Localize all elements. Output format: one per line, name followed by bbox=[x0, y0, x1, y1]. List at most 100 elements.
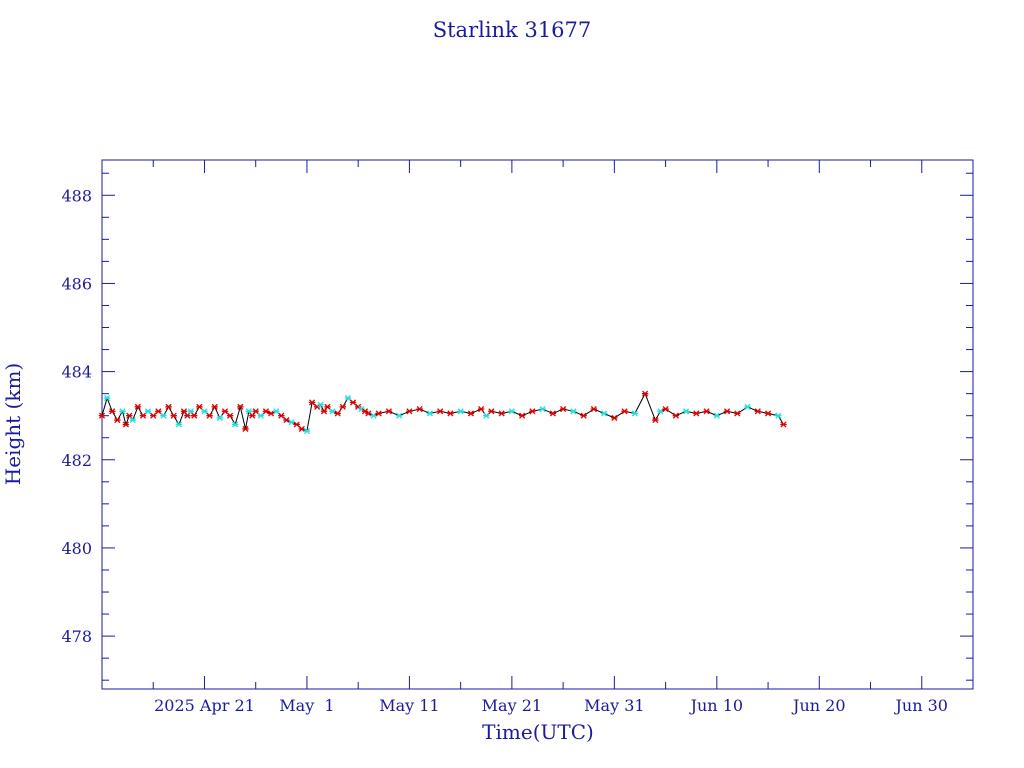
tick-labels: 478 480 482 484 486 488 2025 Apr 21 May 1 May 11… bbox=[61, 186, 948, 715]
data-point bbox=[201, 408, 208, 415]
x-tick-label: Jun 10 bbox=[689, 696, 743, 715]
x-tick-label: May 21 bbox=[482, 696, 542, 715]
data-point bbox=[426, 410, 434, 417]
data-point bbox=[165, 403, 172, 410]
data-point bbox=[160, 412, 167, 419]
data-point bbox=[216, 414, 224, 421]
data-point bbox=[436, 408, 444, 415]
y-tick-label: 482 bbox=[61, 451, 92, 470]
data-point bbox=[631, 410, 639, 417]
data-point bbox=[320, 408, 328, 415]
data-point bbox=[114, 417, 121, 424]
data-point bbox=[580, 412, 587, 419]
data-point bbox=[196, 403, 203, 410]
axis-ticks bbox=[101, 160, 974, 689]
data-point bbox=[278, 412, 285, 419]
data-point bbox=[734, 410, 741, 417]
data-point bbox=[184, 412, 191, 419]
y-tick-label: 488 bbox=[61, 186, 92, 205]
data-point bbox=[723, 408, 731, 415]
data-point bbox=[139, 412, 147, 419]
data-point bbox=[780, 421, 787, 428]
x-axis-title: Time(UTC) bbox=[482, 720, 594, 744]
y-tick-label: 484 bbox=[61, 363, 92, 382]
data-point bbox=[180, 408, 188, 415]
data-point bbox=[483, 412, 490, 419]
x-tick-label: Jun 20 bbox=[791, 696, 845, 715]
data-point bbox=[221, 408, 229, 415]
x-tick-label: 2025 Apr 21 bbox=[154, 696, 255, 715]
data-point bbox=[293, 421, 300, 428]
data-point bbox=[518, 412, 526, 419]
x-tick-label: Jun 30 bbox=[894, 696, 948, 715]
data-point bbox=[744, 403, 751, 410]
data-point bbox=[249, 412, 256, 419]
data-point bbox=[539, 406, 546, 413]
data-point bbox=[308, 399, 316, 406]
data-point bbox=[109, 408, 116, 415]
data-point bbox=[155, 408, 162, 415]
data-point bbox=[103, 394, 111, 402]
y-tick-label: 486 bbox=[61, 274, 92, 293]
data-point bbox=[672, 412, 680, 419]
data-point bbox=[170, 412, 177, 419]
data-point bbox=[457, 408, 464, 415]
plot-area bbox=[98, 390, 787, 435]
data-point bbox=[237, 403, 244, 410]
data-point bbox=[662, 406, 669, 413]
data-point bbox=[477, 406, 485, 413]
data-point bbox=[187, 408, 195, 415]
data-point bbox=[122, 421, 130, 428]
data-point bbox=[600, 410, 608, 417]
chart-title: Starlink 31677 bbox=[433, 18, 592, 42]
data-point bbox=[641, 390, 649, 397]
data-point bbox=[129, 417, 136, 424]
data-point bbox=[126, 412, 133, 419]
y-tick-label: 478 bbox=[61, 627, 92, 646]
data-point bbox=[191, 412, 198, 419]
data-point bbox=[344, 394, 352, 402]
data-point bbox=[416, 406, 423, 413]
data-point bbox=[508, 408, 516, 415]
data-point bbox=[339, 403, 347, 410]
data-point bbox=[252, 408, 259, 415]
data-point bbox=[175, 421, 183, 428]
data-point bbox=[467, 410, 475, 417]
data-point bbox=[150, 412, 157, 419]
data-point bbox=[488, 408, 495, 415]
data-point bbox=[754, 408, 762, 415]
data-point bbox=[703, 408, 710, 415]
data-point bbox=[232, 421, 239, 428]
data-point bbox=[349, 399, 357, 406]
plot-frame bbox=[101, 159, 974, 690]
data-point bbox=[134, 403, 142, 410]
data-point bbox=[242, 425, 249, 432]
data-point bbox=[211, 403, 218, 410]
data-point bbox=[334, 410, 341, 417]
data-point bbox=[119, 408, 126, 415]
data-point bbox=[713, 412, 721, 419]
data-point bbox=[529, 408, 536, 415]
data-point bbox=[257, 412, 265, 419]
x-tick-label: May 1 bbox=[279, 696, 334, 715]
data-point bbox=[245, 408, 253, 415]
data-point bbox=[775, 412, 782, 419]
data-point bbox=[559, 406, 567, 413]
data-point bbox=[273, 408, 280, 415]
data-point bbox=[498, 410, 505, 417]
data-point bbox=[693, 410, 700, 417]
data-point bbox=[682, 408, 690, 415]
data-point bbox=[549, 410, 557, 417]
data-point bbox=[764, 410, 772, 417]
data-point bbox=[324, 403, 331, 410]
data-point bbox=[621, 408, 628, 415]
data-point bbox=[406, 408, 413, 415]
x-tick-label: May 31 bbox=[584, 696, 644, 715]
data-point bbox=[385, 408, 393, 415]
data-point bbox=[652, 417, 659, 424]
y-axis-title: Height (km) bbox=[1, 363, 25, 485]
data-point bbox=[98, 412, 106, 419]
data-point bbox=[590, 406, 598, 413]
data-point bbox=[303, 428, 311, 435]
